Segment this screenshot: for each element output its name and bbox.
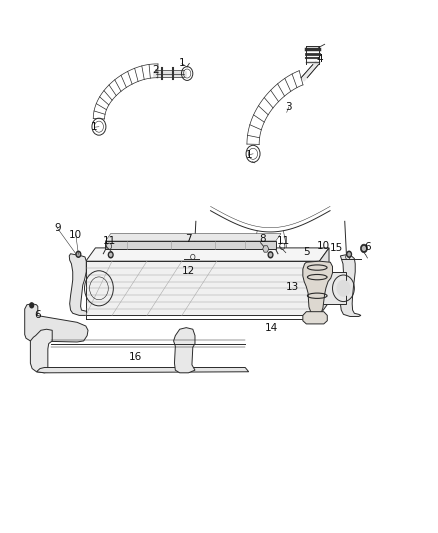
- Circle shape: [268, 251, 274, 259]
- Circle shape: [347, 252, 351, 256]
- Text: 14: 14: [265, 322, 278, 333]
- Text: 1: 1: [91, 122, 98, 132]
- Polygon shape: [303, 312, 327, 324]
- Text: 6: 6: [35, 310, 41, 320]
- Circle shape: [77, 252, 80, 256]
- Text: 1: 1: [245, 150, 252, 160]
- Circle shape: [346, 251, 352, 258]
- Text: 9: 9: [54, 223, 61, 233]
- Polygon shape: [319, 248, 329, 316]
- Polygon shape: [173, 328, 195, 373]
- Circle shape: [109, 253, 113, 257]
- Circle shape: [75, 251, 81, 258]
- Polygon shape: [69, 254, 93, 316]
- Polygon shape: [86, 248, 329, 261]
- Text: 6: 6: [364, 243, 371, 252]
- Text: 10: 10: [69, 230, 82, 240]
- Text: 16: 16: [128, 352, 142, 362]
- Text: 8: 8: [259, 235, 266, 245]
- Text: 10: 10: [317, 241, 330, 251]
- Text: 7: 7: [185, 235, 192, 245]
- Circle shape: [269, 253, 272, 257]
- Polygon shape: [25, 304, 88, 342]
- Circle shape: [108, 251, 114, 259]
- Polygon shape: [303, 261, 332, 314]
- Polygon shape: [311, 272, 346, 304]
- Circle shape: [360, 244, 367, 253]
- Text: 3: 3: [286, 102, 292, 112]
- Polygon shape: [340, 255, 361, 317]
- Polygon shape: [36, 368, 249, 373]
- Circle shape: [362, 246, 366, 251]
- Text: 15: 15: [329, 243, 343, 253]
- Text: 5: 5: [303, 247, 310, 256]
- Text: 2: 2: [152, 65, 159, 75]
- Circle shape: [29, 302, 34, 309]
- Polygon shape: [106, 233, 281, 241]
- Text: 12: 12: [182, 266, 195, 276]
- Text: 4: 4: [316, 54, 323, 64]
- Bar: [106, 241, 276, 249]
- Text: 11: 11: [102, 236, 116, 246]
- Polygon shape: [263, 246, 269, 252]
- Text: 11: 11: [277, 236, 290, 246]
- Polygon shape: [30, 329, 52, 373]
- Circle shape: [336, 280, 350, 297]
- Text: 1: 1: [179, 59, 185, 68]
- Text: 13: 13: [286, 282, 299, 292]
- Bar: [86, 261, 319, 316]
